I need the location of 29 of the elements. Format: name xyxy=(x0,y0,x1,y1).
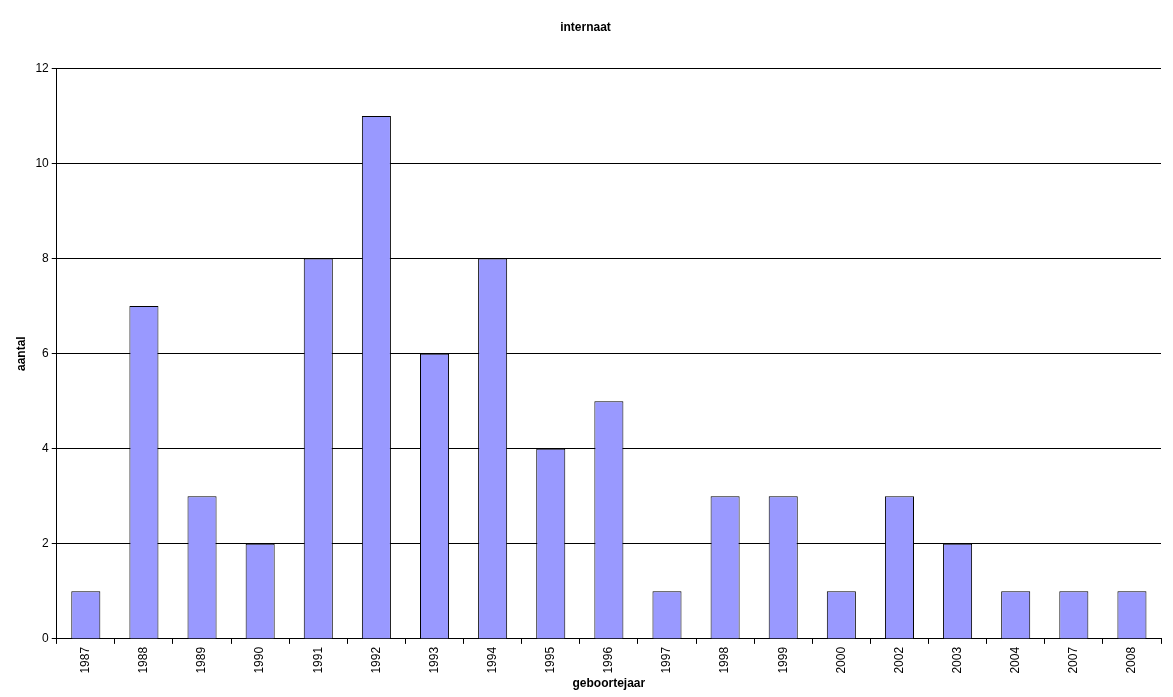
x-tick-label: 2007 xyxy=(1066,646,1081,674)
x-tick-label: 1994 xyxy=(484,646,499,674)
x-axis-title: geboortejaar xyxy=(572,676,646,691)
x-tick-label: 1989 xyxy=(194,646,209,674)
y-tick-label: 8 xyxy=(42,250,50,265)
x-tick-label: 2004 xyxy=(1008,646,1023,674)
x-tick-label: 2008 xyxy=(1124,646,1139,674)
y-tick-label: 6 xyxy=(42,345,50,360)
y-tick-label: 0 xyxy=(42,631,50,646)
x-tick-label: 1991 xyxy=(310,646,325,674)
y-tick-label: 4 xyxy=(42,441,50,456)
x-tick-label: 1996 xyxy=(601,646,616,674)
x-tick-label: 1993 xyxy=(426,646,441,674)
x-tick-label: 1997 xyxy=(659,646,674,674)
y-axis-title: aantal xyxy=(13,336,28,371)
x-tick-label: 2000 xyxy=(833,646,848,674)
x-tick-label: 1995 xyxy=(543,646,558,674)
y-tick-label: 12 xyxy=(35,60,50,75)
x-tick-label: 1987 xyxy=(78,646,93,674)
x-tick-label: 2002 xyxy=(891,646,906,674)
x-tick-label: 1990 xyxy=(252,646,267,674)
chart-title: internaat xyxy=(560,19,611,34)
y-tick-label: 2 xyxy=(42,536,50,551)
x-tick-label: 1988 xyxy=(136,646,151,674)
x-tick-label: 1998 xyxy=(717,646,732,674)
x-tick-label: 1999 xyxy=(775,646,790,674)
x-tick-label: 1992 xyxy=(368,646,383,674)
y-tick-label: 10 xyxy=(35,155,50,170)
x-tick-label: 2003 xyxy=(949,646,964,674)
